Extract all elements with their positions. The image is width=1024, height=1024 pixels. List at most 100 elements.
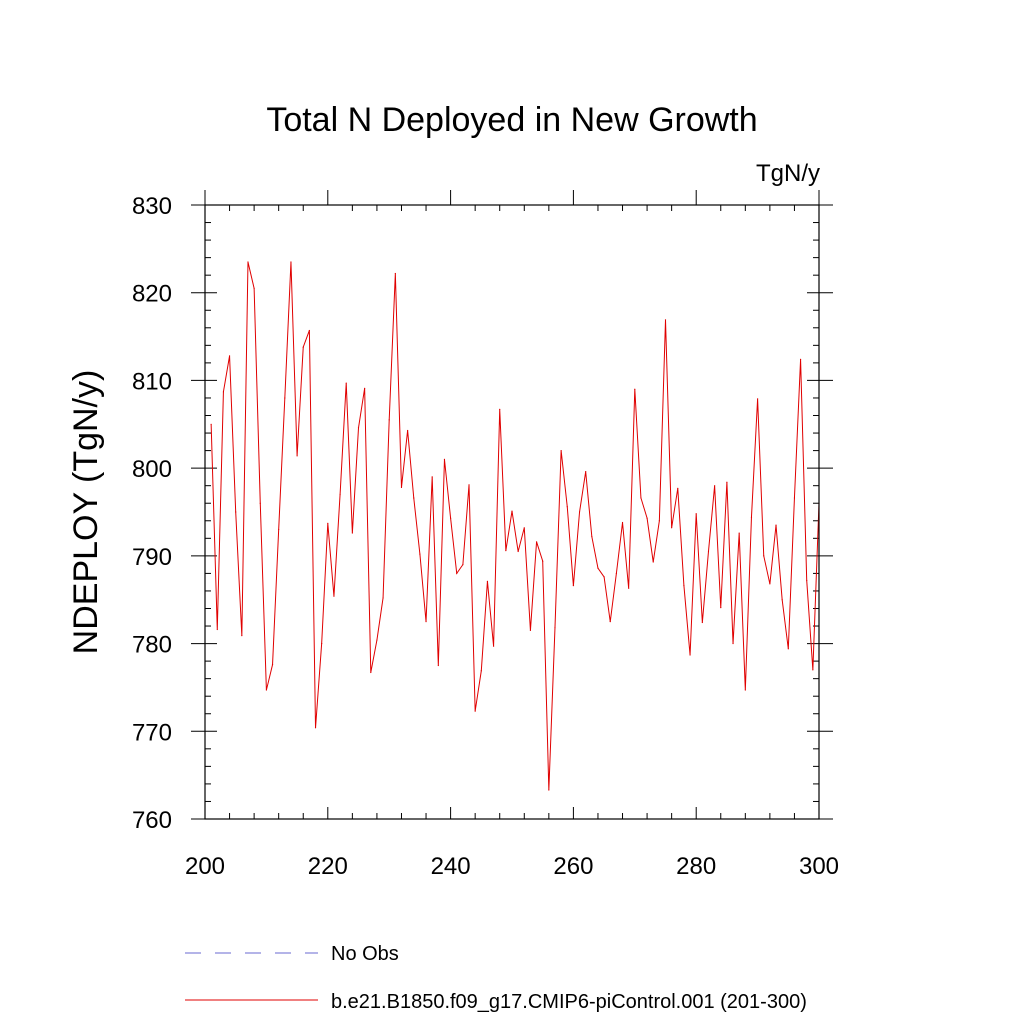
data-point [450, 517, 452, 519]
data-point [327, 522, 329, 525]
series-layer [210, 261, 820, 791]
data-point [566, 506, 568, 508]
data-point [394, 272, 396, 275]
data-point [750, 516, 753, 518]
data-point [210, 423, 212, 425]
data-point [726, 481, 728, 483]
x-tick-label: 280 [676, 853, 716, 880]
plot-frame [204, 204, 820, 820]
data-point [812, 669, 814, 671]
data-point [222, 391, 225, 393]
data-point [499, 408, 501, 410]
x-tick-label: 240 [431, 853, 471, 880]
data-point [695, 513, 697, 515]
chart-title: Total N Deployed in New Growth [266, 101, 757, 139]
data-point [333, 595, 335, 597]
data-point [419, 553, 421, 555]
data-point [388, 419, 390, 421]
data-point [634, 388, 636, 390]
data-point [265, 689, 267, 691]
data-point [425, 621, 427, 623]
data-point [523, 527, 525, 529]
data-point [535, 541, 538, 543]
data-point [609, 621, 611, 623]
data-point [671, 527, 673, 529]
units-label: TgN/y [756, 160, 820, 187]
data-point [462, 564, 464, 566]
x-tick-label: 220 [308, 853, 348, 880]
x-tick-label: 260 [553, 853, 593, 880]
data-point [578, 511, 581, 513]
data-point [621, 521, 624, 524]
y-tick-label: 760 [132, 807, 172, 834]
data-point [407, 429, 409, 432]
y-tick-label: 820 [132, 281, 172, 308]
data-point [314, 727, 317, 729]
data-point [628, 587, 630, 589]
data-point [683, 585, 685, 587]
data-point [278, 528, 280, 531]
legend: No Obs b.e21.B1850.f09_g17.CMIP6-piContr… [185, 943, 807, 1013]
data-point [216, 628, 218, 631]
data-point [321, 642, 323, 645]
data-point [763, 555, 765, 557]
data-point [364, 387, 366, 389]
data-point [296, 455, 298, 457]
data-point [707, 550, 710, 553]
y-tick-label: 830 [132, 193, 172, 220]
data-point [664, 319, 667, 321]
data-point [492, 645, 495, 647]
data-point [443, 458, 446, 460]
data-point [793, 497, 796, 499]
data-point [781, 599, 783, 601]
series-line-picontrol [210, 261, 820, 791]
data-point [652, 561, 654, 563]
data-point [529, 629, 532, 632]
x-tick-label: 300 [799, 853, 839, 880]
data-point [615, 572, 617, 575]
y-tick-label: 790 [132, 544, 172, 571]
data-point [646, 517, 648, 519]
data-point [775, 524, 777, 526]
data-point [308, 329, 310, 332]
data-point [505, 549, 507, 552]
y-tick-label: 770 [132, 719, 172, 746]
data-point [585, 471, 587, 473]
data-point [597, 567, 599, 569]
legend-label-no-obs: No Obs [331, 943, 399, 965]
data-point [351, 532, 353, 534]
data-point [517, 550, 519, 553]
y-axis-label: NDEPLOY (TgN/y) [67, 370, 105, 655]
data-point [259, 502, 261, 504]
data-point [677, 487, 679, 489]
data-point [228, 355, 231, 357]
y-tick-label: 810 [132, 368, 172, 395]
data-point [787, 648, 789, 650]
data-point [247, 261, 249, 263]
data-point [603, 576, 605, 578]
data-point [339, 493, 341, 496]
data-point [382, 597, 384, 599]
data-point [701, 621, 703, 624]
data-point [235, 511, 237, 513]
data-point [732, 642, 734, 645]
axis-tick-labels: 200 220 240 260 280 300 760 770 780 790 800 810 820 8… [132, 193, 839, 880]
data-point [284, 397, 286, 399]
data-point [542, 560, 544, 562]
data-point [253, 287, 255, 289]
data-point [738, 532, 740, 534]
data-point [658, 520, 660, 522]
axis-ticks [191, 190, 833, 820]
data-point [302, 346, 304, 348]
data-point [271, 664, 274, 666]
data-point [480, 670, 482, 672]
data-point [241, 635, 243, 637]
data-point [370, 671, 372, 674]
data-point [413, 497, 415, 499]
data-point [431, 476, 433, 478]
data-point [474, 710, 476, 712]
data-point [437, 664, 439, 667]
x-tick-label: 200 [185, 853, 225, 880]
data-point [591, 535, 593, 538]
